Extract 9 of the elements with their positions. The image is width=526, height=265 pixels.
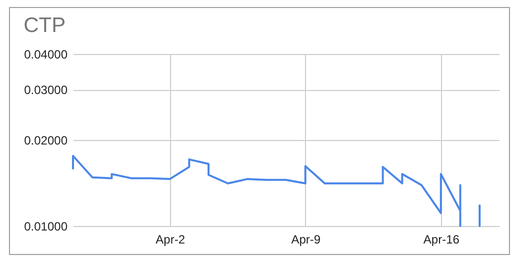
line-series	[72, 154, 462, 227]
x-tick-label: Apr-9	[291, 232, 321, 246]
x-tick-label: Apr-2	[156, 232, 186, 246]
y-tick-label: 0.04000	[24, 48, 68, 62]
y-tick-label: 0.01000	[24, 220, 68, 234]
chart-title: CTP	[24, 14, 66, 37]
y-tick-label: 0.03000	[24, 83, 68, 98]
x-tick-label: Apr-16	[423, 232, 460, 246]
y-tick-label: 0.02000	[24, 134, 68, 148]
